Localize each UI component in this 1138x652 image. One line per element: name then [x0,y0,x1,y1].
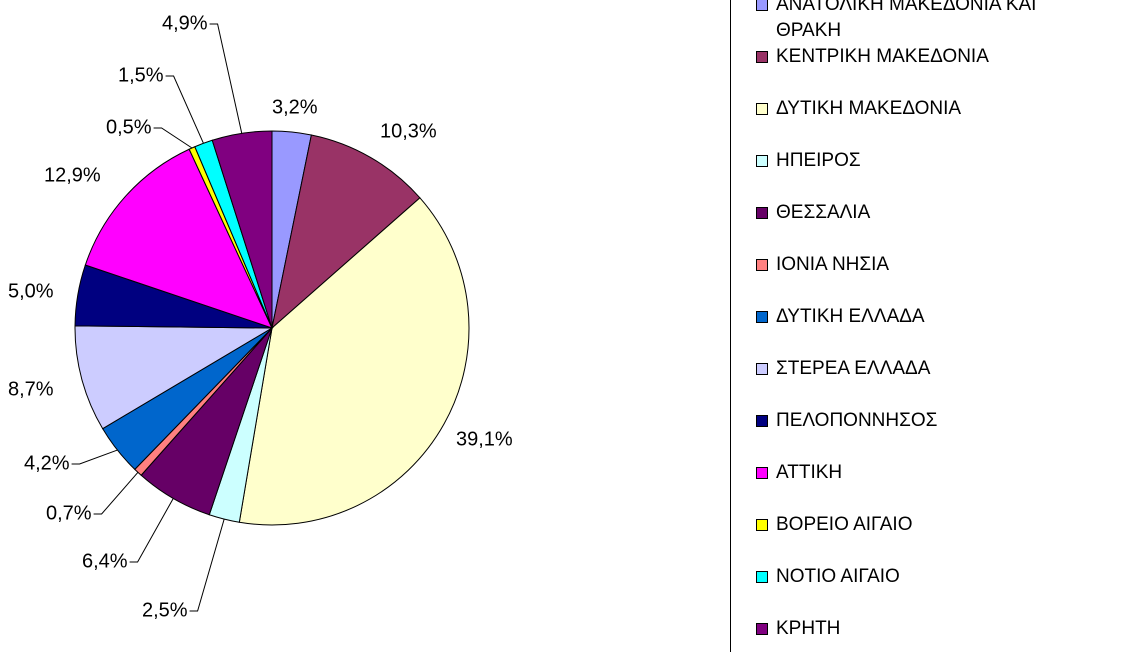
legend: ΑΝΑΤΟΛΙΚΗ ΜΑΚΕΔΟΝΙΑ ΚΑΙ ΘΡΑΚΗ ΚΕΝΤΡΙΚΗ ΜΑ… [730,0,1138,652]
pie-slice [238,197,470,526]
leader-line [71,449,118,465]
data-label: 2,5% [142,599,188,621]
legend-label: ΙΟΝΙΑ ΝΗΣΙΑ [776,254,890,275]
legend-label: ΔΥΤΙΚΗ ΕΛΛΑΔΑ [776,306,925,327]
data-label: 8,7% [8,378,54,400]
data-label: 39,1% [456,428,513,450]
legend-swatch [756,363,768,375]
legend-swatch [756,311,768,323]
legend-swatch [756,415,768,427]
legend-item: ΣΤΕΡΕΑ ΕΛΛΑΔΑ [756,356,1076,382]
leader-line [189,518,225,612]
legend-item: ΑΤΤΙΚΗ [756,460,1076,486]
data-label: 12,9% [44,164,101,186]
legend-label: ΒΟΡΕΙΟ ΑΙΓΑΙΟ [776,514,913,535]
data-label: 4,9% [162,12,208,34]
legend-label: ΑΤΤΙΚΗ [776,462,843,483]
legend-swatch [756,51,768,63]
leader-line [129,498,174,563]
legend-label: ΣΤΕΡΕΑ ΕΛΛΑΔΑ [776,358,931,379]
legend-swatch [756,571,768,583]
legend-item: ΚΡΗΤΗ [756,616,1076,642]
pie-slice [74,325,274,430]
legend-item: ΙΟΝΙΑ ΝΗΣΙΑ [756,252,1076,278]
legend-label: ΘΕΣΣΑΛΙΑ [776,202,871,223]
data-label: 10,3% [380,120,437,142]
legend-swatch [756,155,768,167]
leader-line [93,472,139,515]
data-label: 0,7% [46,502,92,524]
legend-label: ΝΟΤΙΟ ΑΙΓΑΙΟ [776,566,900,587]
legend-item: ΠΕΛΟΠΟΝΝΗΣΟΣ [756,408,1076,434]
legend-item: ΚΕΝΤΡΙΚΗ ΜΑΚΕΔΟΝΙΑ [756,44,1076,70]
legend-swatch [756,623,768,635]
legend-label: ΗΠΕΙΡΟΣ [776,150,861,171]
legend-item: ΗΠΕΙΡΟΣ [756,148,1076,174]
legend-swatch [756,207,768,219]
data-label: 5,0% [8,280,54,302]
data-label: 4,2% [24,452,70,474]
legend-item: ΔΥΤΙΚΗ ΕΛΛΑΔΑ [756,304,1076,330]
legend-swatch [756,259,768,271]
data-label: 0,5% [106,116,152,138]
legend-label: ΚΡΗΤΗ [776,618,841,639]
legend-swatch [756,0,768,11]
legend-item: ΘΕΣΣΑΛΙΑ [756,200,1076,226]
legend-swatch [756,519,768,531]
leader-line [165,75,204,144]
data-label: 1,5% [118,64,164,86]
leader-line [153,127,193,149]
leader-line [209,23,243,134]
legend-label: ΠΕΛΟΠΟΝΝΗΣΟΣ [776,410,938,431]
chart: 3,2% 10,3% 39,1% 2,5% 6,4% 0,7% 4,2% 8,7% 5,0% 12… [8,12,513,621]
legend-item: ΑΝΑΤΟΛΙΚΗ ΜΑΚΕΔΟΝΙΑ ΚΑΙ ΘΡΑΚΗ [756,0,1076,44]
legend-item: ΝΟΤΙΟ ΑΙΓΑΙΟ [756,564,1076,590]
data-label: 6,4% [82,550,128,572]
legend-item: ΔΥΤΙΚΗ ΜΑΚΕΔΟΝΙΑ [756,96,1076,122]
data-label: 3,2% [272,96,318,118]
legend-swatch [756,103,768,115]
pie-slice [271,134,421,330]
legend-label: ΔΥΤΙΚΗ ΜΑΚΕΔΟΝΙΑ [776,98,962,119]
legend-label: ΑΝΑΤΟΛΙΚΗ ΜΑΚΕΔΟΝΙΑ ΚΑΙ ΘΡΑΚΗ [776,0,1037,41]
legend-label: ΚΕΝΤΡΙΚΗ ΜΑΚΕΔΟΝΙΑ [776,46,989,67]
pie-slice [84,148,273,329]
legend-swatch [756,467,768,479]
legend-item: ΒΟΡΕΙΟ ΑΙΓΑΙΟ [756,512,1076,538]
